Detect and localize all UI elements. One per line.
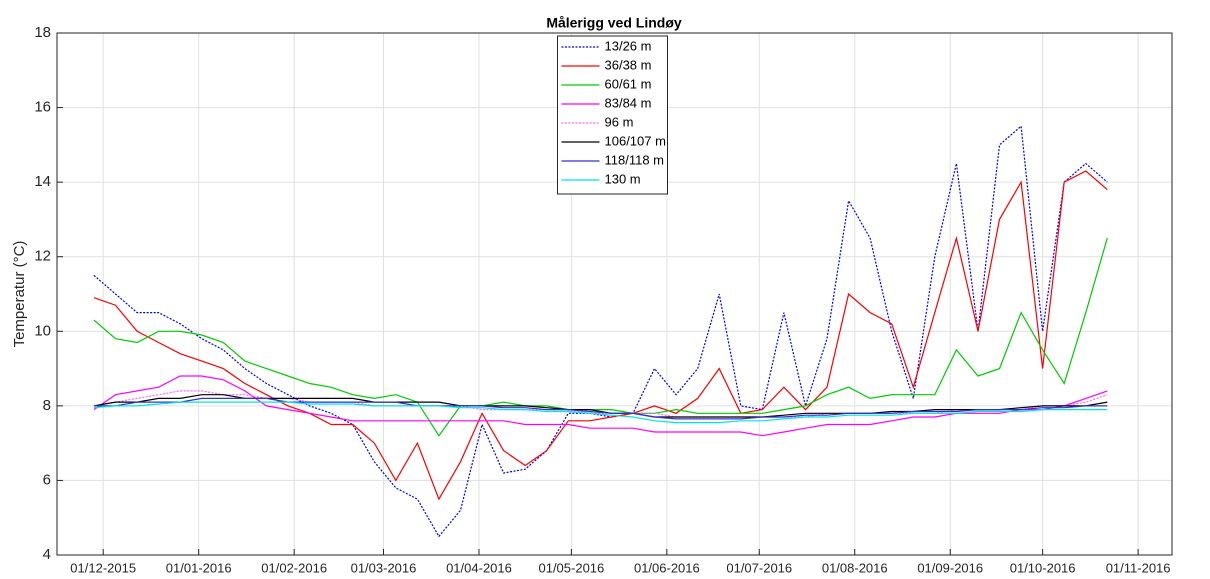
y-tick-label: 18 <box>34 24 51 41</box>
y-tick-label: 6 <box>43 471 51 488</box>
series-line <box>93 237 1108 437</box>
series-line <box>94 397 1108 420</box>
x-tick-label: 01/11-2016 <box>1106 560 1171 575</box>
y-axis-label: Temperatur (°C) <box>11 241 28 348</box>
x-tick-label: 01/06-2016 <box>634 560 700 575</box>
x-tick-label: 01/02-2016 <box>261 560 327 575</box>
legend-label: 13/26 m <box>605 38 652 53</box>
legend: 13/26 m 36/38 m 60/61 m 83/84 m 96 m 106/107 … <box>557 35 668 195</box>
y-tick-label: 16 <box>34 99 51 116</box>
y-tick-label: 4 <box>43 546 51 563</box>
series-line <box>93 401 1108 424</box>
x-tick-label: 01/03-2016 <box>351 560 417 575</box>
series-line <box>93 375 1108 437</box>
series-line <box>93 390 1108 418</box>
legend-box <box>557 35 668 195</box>
legend-label: 60/61 m <box>605 76 652 91</box>
x-tick-label: 01/05-2016 <box>538 560 604 575</box>
x-tick-label: 01/07-2016 <box>726 560 792 575</box>
x-tick-label: 01/01-2016 <box>166 560 232 575</box>
series-line <box>93 124 1108 538</box>
legend-label: 118/118 m <box>605 152 665 167</box>
x-tick-label: 01/10-2016 <box>1010 560 1076 575</box>
chart-title: Målerigg ved Lindøy <box>546 15 682 31</box>
y-tick-label: 14 <box>34 173 51 190</box>
legend-label: 36/38 m <box>605 57 652 72</box>
y-tick-label: 8 <box>43 397 51 414</box>
x-tick-label: 01/09-2016 <box>917 560 983 575</box>
x-tick-label: 01/04-2016 <box>446 560 512 575</box>
legend-label: 130 m <box>605 171 641 186</box>
x-tick-label: 01/08-2016 <box>822 560 888 575</box>
x-tick-label: 01/12-2015 <box>70 560 136 575</box>
axes-box <box>56 32 1173 556</box>
lines <box>93 124 1108 538</box>
y-tick-label: 10 <box>34 322 51 339</box>
series-line <box>93 170 1108 501</box>
legend-label: 96 m <box>605 114 634 129</box>
legend-label: 106/107 m <box>605 133 666 148</box>
y-tick-label: 12 <box>34 248 51 265</box>
legend-label: 83/84 m <box>605 95 652 110</box>
